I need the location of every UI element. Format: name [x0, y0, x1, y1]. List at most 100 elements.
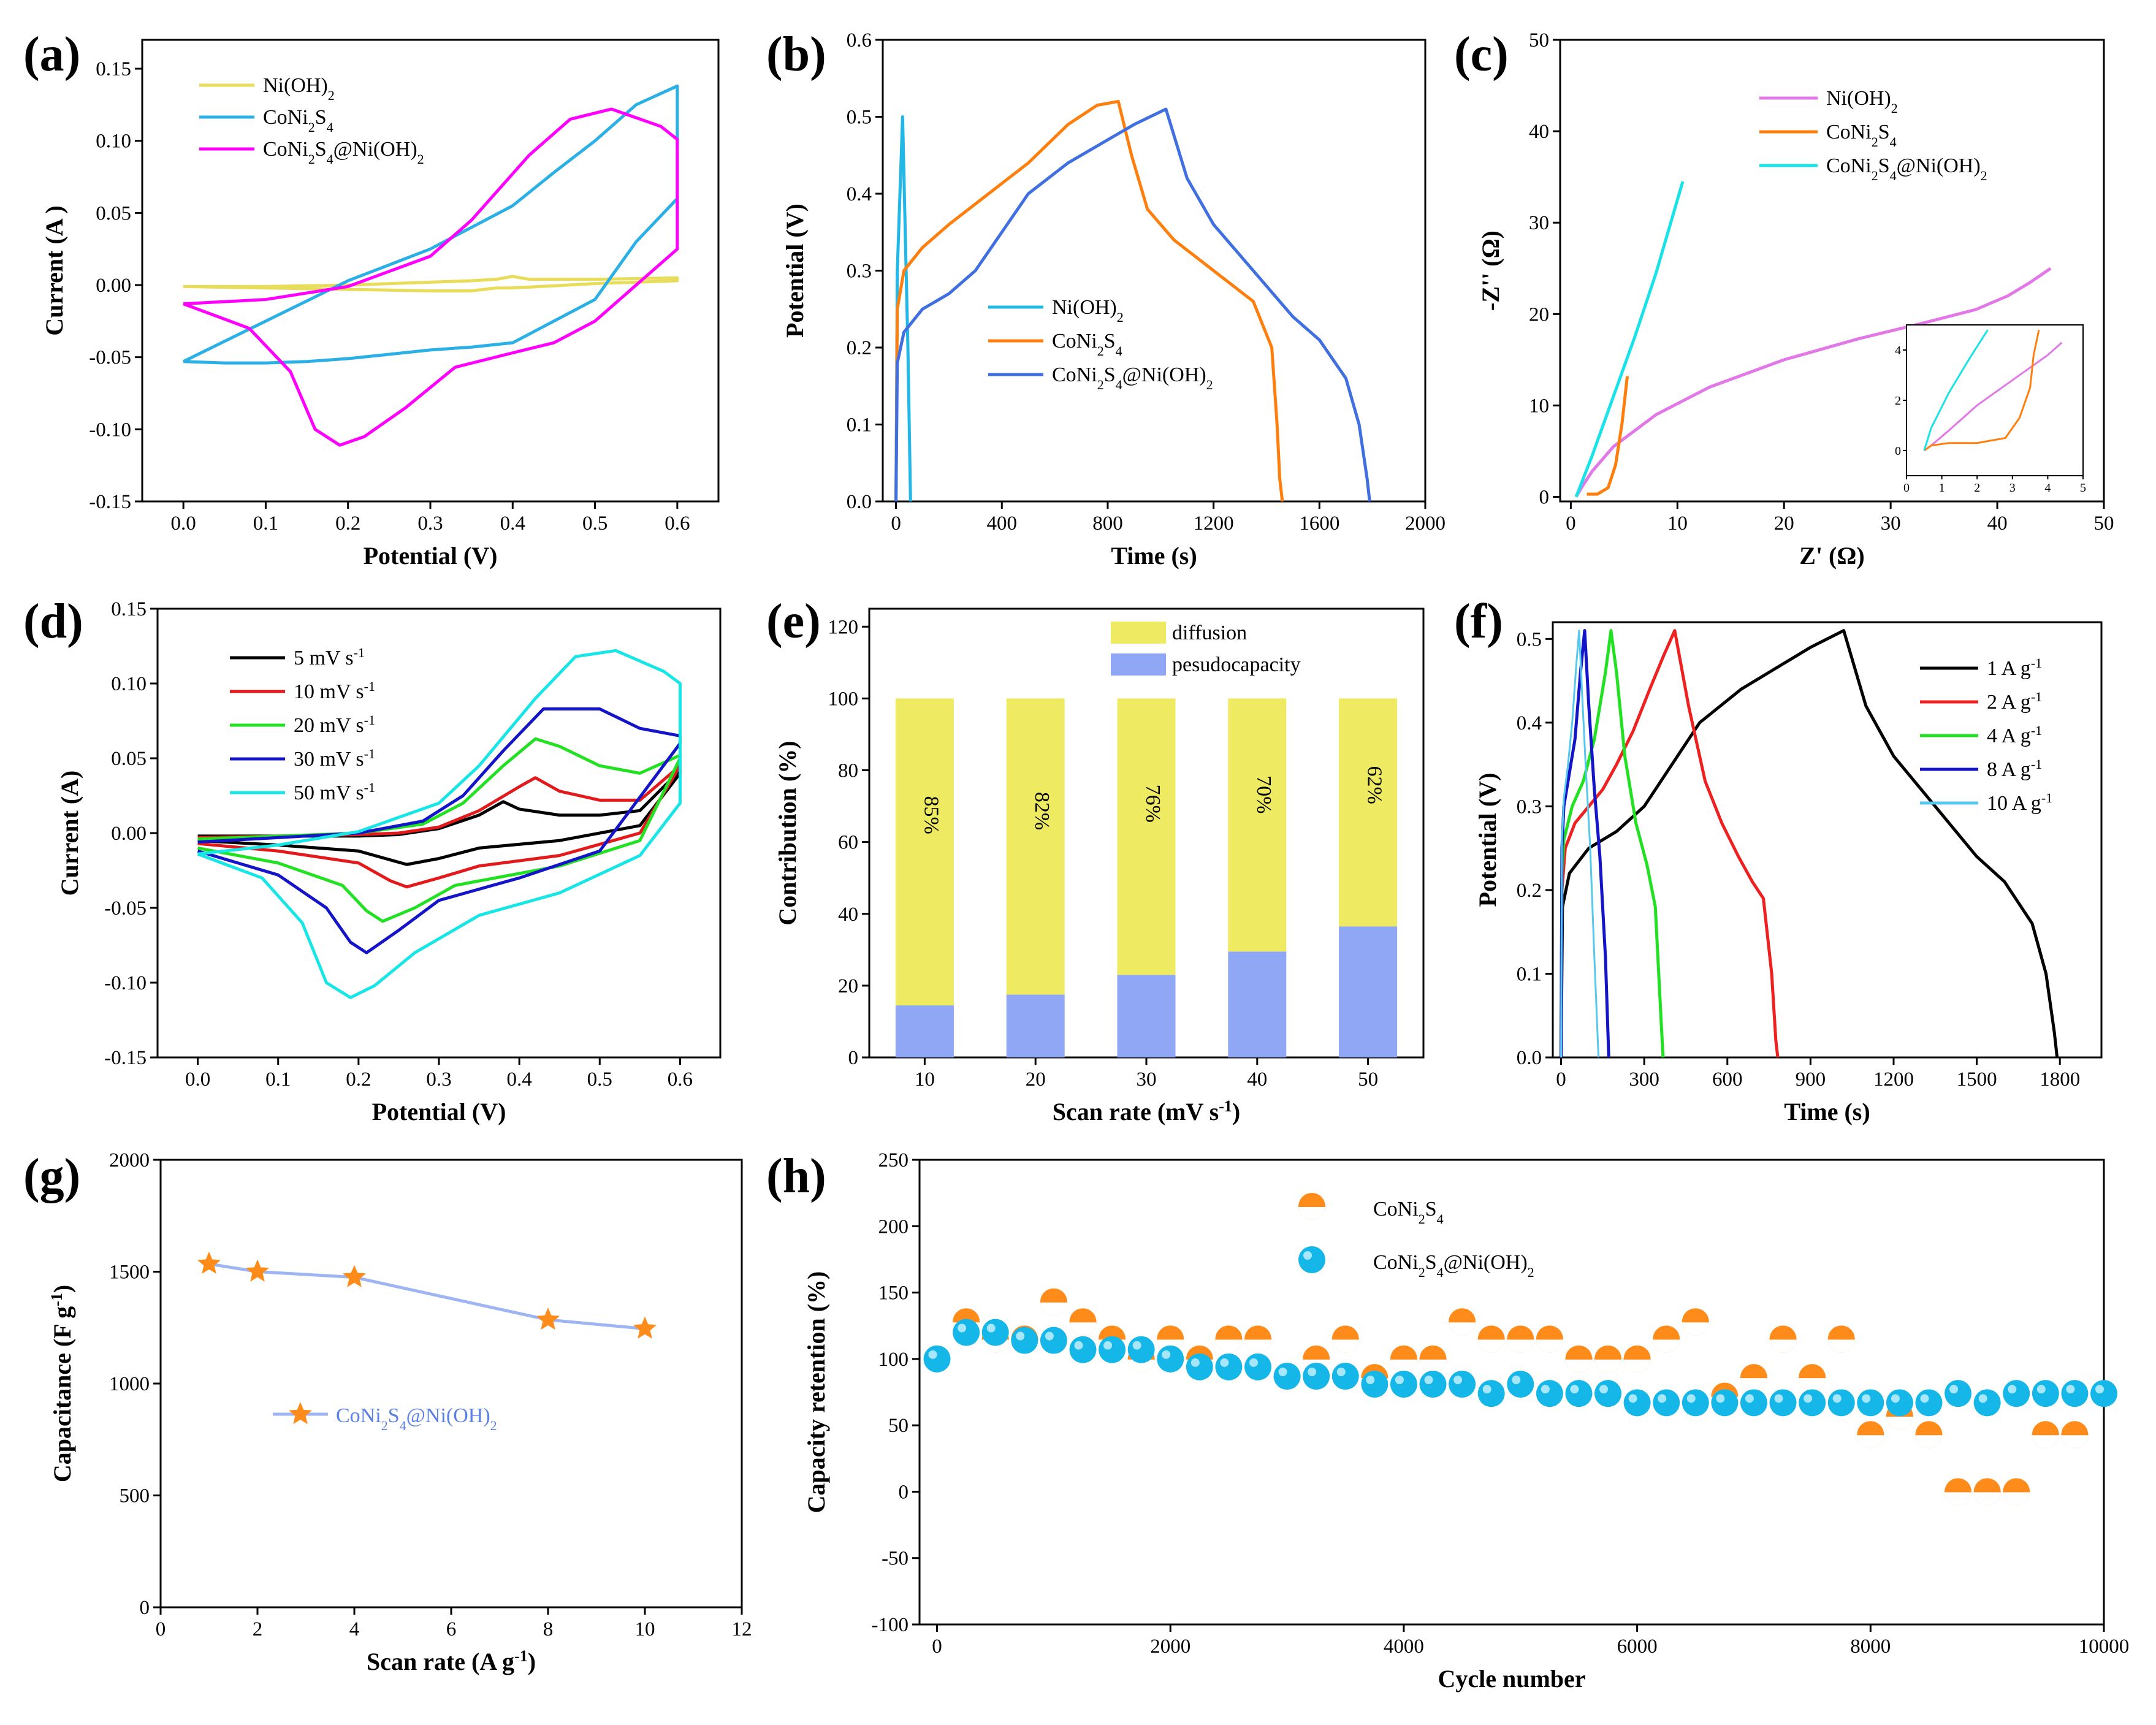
retention-point-coni2s4 [1799, 1364, 1826, 1392]
y-tick-label: 0.15 [96, 58, 131, 80]
point-highlight [1891, 1394, 1900, 1403]
y-tick-label: 0.1 [1517, 963, 1542, 985]
point-half [1040, 1301, 1067, 1316]
point-highlight [1303, 1251, 1312, 1260]
y-axis-title: Capacity retention (%) [802, 1271, 830, 1514]
retention-point-coni2s4 [2032, 1421, 2059, 1449]
x-axis-title: Time (s) [1784, 1098, 1870, 1125]
y-tick-label: -50 [882, 1548, 908, 1570]
retention-point-composite [1827, 1389, 1855, 1417]
y-axis-title: Contribution (%) [774, 741, 801, 925]
y-tick-label: 0.05 [111, 748, 147, 770]
y-tick-label: 100 [878, 1349, 909, 1371]
point-fill [1799, 1389, 1826, 1417]
retention-point-composite [923, 1345, 951, 1373]
x-tick-label: 1200 [1194, 512, 1234, 535]
panel-g: (g) 0 2 4 6 8 10 12 0 500 1000 1500 2000 Scan rate (… [23, 1149, 752, 1675]
bar-percent-label: 85% [920, 796, 942, 834]
panel-a: (a) 0.0 0.1 0.2 0.3 0.4 0.5 0.6 -0.15 -0.10 -0.05… [23, 28, 720, 569]
panel-g-chart: 0 2 4 6 8 10 12 0 500 1000 1500 2000 Scan rate (A g-… [48, 1149, 752, 1675]
point-fill [1769, 1389, 1797, 1417]
x-tick-label: 40 [1987, 512, 2008, 535]
y-tick-label: 0.00 [111, 823, 147, 845]
retention-point-composite [1069, 1336, 1097, 1363]
retention-point-composite [1273, 1363, 1301, 1390]
point-fill [1973, 1389, 2001, 1417]
point-highlight [1745, 1394, 1754, 1403]
y-tick-label: -0.15 [104, 1047, 147, 1069]
point-highlight [1278, 1368, 1287, 1377]
retention-point-coni2s4 [1477, 1325, 1505, 1353]
x-tick-label: 0.3 [426, 1068, 451, 1091]
point-fill [953, 1319, 980, 1346]
point-fill [1157, 1345, 1184, 1373]
y-tick-label: -0.05 [104, 897, 147, 920]
point-fill [1215, 1353, 1243, 1380]
panel-h: (h) 0 2000 4000 6000 8000 10000 -100 -50 0 50 100 1… [766, 1149, 2129, 1693]
retention-point-composite [1594, 1380, 1622, 1407]
y-tick-label: 1500 [109, 1262, 150, 1284]
bar-pseudocapacity [1228, 951, 1287, 1057]
point-fill [1011, 1327, 1038, 1354]
legend-label: CoNi2S4@Ni(OH)2 [336, 1404, 497, 1433]
point-fill [1623, 1389, 1651, 1417]
retention-point-coni2s4 [1215, 1325, 1243, 1353]
point-highlight [1512, 1376, 1521, 1385]
retention-point-composite [1886, 1389, 1913, 1417]
point-fill [2003, 1380, 2030, 1407]
point-fill [1040, 1327, 1067, 1354]
retention-point-composite [1040, 1327, 1067, 1354]
retention-point-coni2s4 [2061, 1421, 2089, 1449]
point-fill [1419, 1371, 1447, 1398]
panel-b: (b) 0 400 800 1200 1600 2000 0.0 0.1 0.2 0.3 0.4 0.… [766, 28, 1446, 569]
point-highlight [1103, 1341, 1113, 1350]
point-half [1507, 1339, 1534, 1353]
panel-f-letter: (f) [1454, 595, 1503, 649]
x-tick-label: 4 [349, 1618, 360, 1640]
x-tick-label: 10 [1667, 512, 1688, 535]
cv-scan-curve [197, 649, 682, 999]
x-tick-label: 0 [1566, 512, 1576, 535]
retention-point-composite [1011, 1327, 1038, 1354]
retention-point-composite [2032, 1380, 2059, 1407]
retention-point-coni2s4 [1419, 1345, 1447, 1373]
point-highlight [1190, 1358, 1200, 1367]
capacitance-point [633, 1316, 657, 1339]
point-half [1215, 1339, 1243, 1353]
inset-chart: 0 1 2 3 4 5 0 2 4 [1895, 324, 2086, 495]
y-axis-title: Current (A) [56, 771, 83, 896]
point-half [1857, 1434, 1884, 1449]
retention-point-composite [1419, 1371, 1447, 1398]
retention-point-composite [1477, 1380, 1505, 1407]
retention-point-composite [1799, 1389, 1826, 1417]
retention-point-composite [981, 1319, 1009, 1346]
retention-point-composite [1536, 1380, 1563, 1407]
bar-diffusion [1006, 698, 1065, 995]
retention-point-coni2s4 [1857, 1421, 1884, 1449]
retention-point-coni2s4 [2003, 1478, 2030, 1506]
point-fill [1711, 1389, 1739, 1417]
y-tick-label: 0.2 [847, 337, 872, 359]
y-tick-label: 20 [1529, 303, 1549, 326]
point-half [2032, 1434, 2059, 1449]
point-half [1449, 1322, 1476, 1336]
retention-point-composite [1623, 1389, 1651, 1417]
legend-label: CoNi2S4 [1373, 1198, 1444, 1227]
retention-point-composite [1331, 1363, 1359, 1390]
retention-point-composite [1711, 1389, 1739, 1417]
point-highlight [1132, 1341, 1141, 1350]
point-highlight [1366, 1376, 1375, 1385]
point-highlight [1162, 1350, 1171, 1359]
retention-point-coni2s4 [1653, 1325, 1680, 1353]
point-fill [1069, 1336, 1097, 1363]
retention-point-composite [1361, 1371, 1388, 1398]
point-highlight [1978, 1394, 1987, 1403]
y-tick-label: 150 [878, 1282, 909, 1304]
point-highlight [2008, 1385, 2017, 1394]
legend-marker [1298, 1193, 1325, 1220]
point-half [1886, 1415, 1913, 1430]
point-fill [2061, 1380, 2089, 1407]
panel-a-chart: 0.0 0.1 0.2 0.3 0.4 0.5 0.6 -0.15 -0.10 -0.05 0.00… [40, 39, 720, 569]
y-tick-label: 0 [848, 1047, 859, 1069]
